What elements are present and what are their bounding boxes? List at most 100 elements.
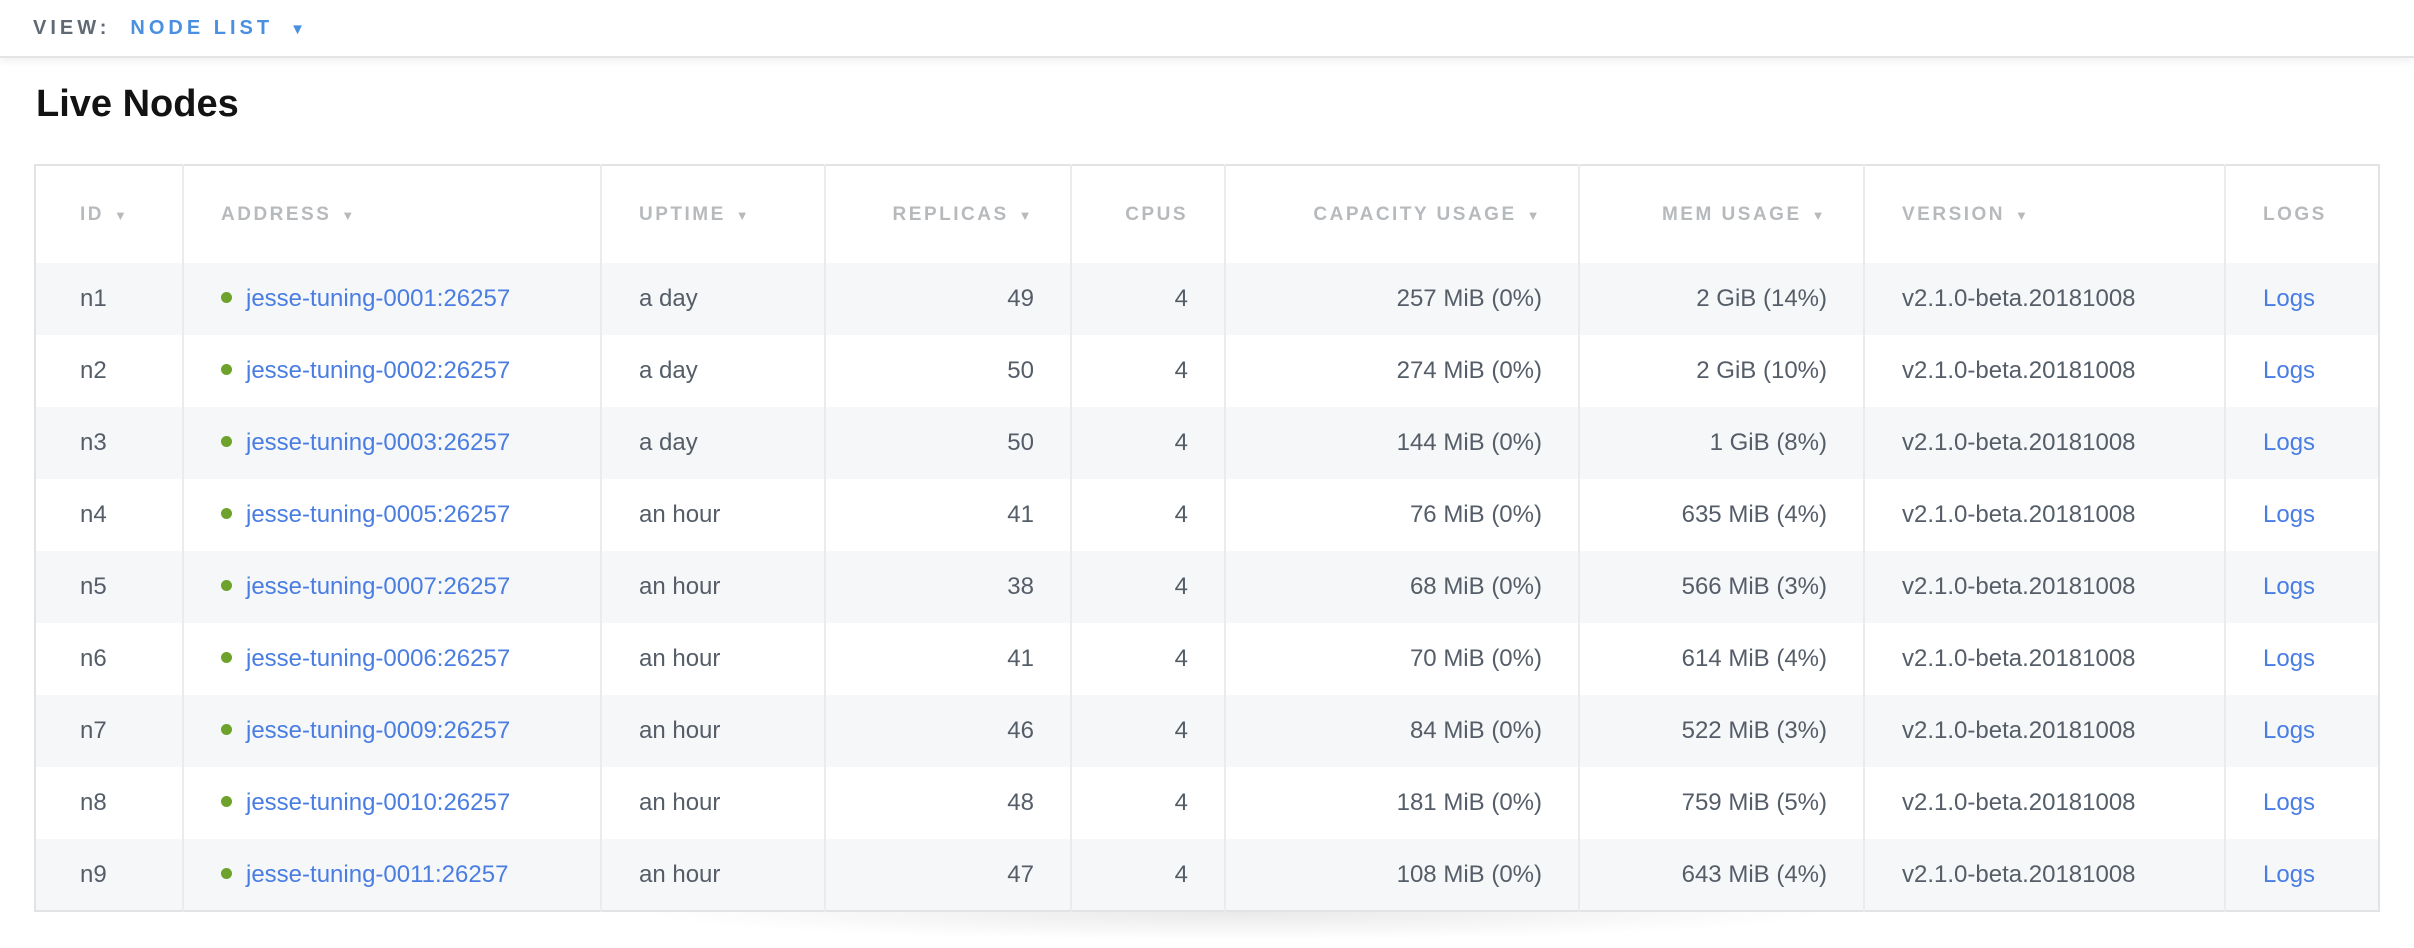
cell-version: v2.1.0-beta.20181008 bbox=[1863, 335, 2225, 407]
cell-logs: Logs bbox=[2224, 839, 2379, 911]
cell-id: n5 bbox=[80, 573, 107, 600]
cell-replicas: 50 bbox=[824, 407, 1071, 479]
column-header-label: ID bbox=[80, 203, 104, 225]
sort-desc-icon: ▼ bbox=[341, 207, 357, 223]
cell-logs: Logs bbox=[2224, 695, 2379, 767]
cell-id: n6 bbox=[80, 645, 107, 672]
cell-id: n2 bbox=[80, 357, 107, 384]
cell-address: jesse-tuning-0010:26257 bbox=[182, 767, 601, 839]
cell-capacity: 144 MiB (0%) bbox=[1224, 407, 1579, 479]
cell-version: v2.1.0-beta.20181008 bbox=[1863, 767, 2225, 839]
cell-mem: 635 MiB (4%) bbox=[1578, 479, 1864, 551]
column-header-label: REPLICAS bbox=[892, 203, 1009, 225]
sort-desc-icon: ▼ bbox=[1526, 207, 1542, 223]
cell-uptime: an hour bbox=[600, 479, 825, 551]
column-header-logs: LOGS bbox=[2224, 165, 2379, 263]
node-logs-link[interactable]: Logs bbox=[2263, 645, 2316, 672]
node-logs-link[interactable]: Logs bbox=[2263, 357, 2316, 384]
cell-mem: 759 MiB (5%) bbox=[1578, 767, 1864, 839]
cell-mem: 522 MiB (3%) bbox=[1578, 695, 1864, 767]
node-address-link[interactable]: jesse-tuning-0003:26257 bbox=[246, 429, 511, 456]
sort-desc-icon: ▼ bbox=[735, 207, 752, 223]
column-header-capacity[interactable]: CAPACITY USAGE ▼ bbox=[1224, 165, 1579, 263]
cell-capacity: 274 MiB (0%) bbox=[1224, 335, 1579, 407]
cell-logs: Logs bbox=[2224, 623, 2379, 695]
live-nodes-table: ID ▼ ADDRESS ▼ UPTIME ▼ REPLICAS ▼ CPUS CAPACITY … bbox=[34, 164, 2380, 912]
column-header-cpus: CPUS bbox=[1070, 165, 1225, 263]
node-live-status-icon bbox=[221, 436, 232, 448]
sort-desc-icon: ▼ bbox=[114, 207, 130, 223]
cell-address: jesse-tuning-0009:26257 bbox=[182, 695, 601, 767]
cell-address: jesse-tuning-0001:26257 bbox=[182, 263, 601, 335]
node-logs-link[interactable]: Logs bbox=[2263, 285, 2316, 312]
cell-uptime: a day bbox=[600, 335, 825, 407]
chevron-down-icon: ▼ bbox=[290, 20, 305, 38]
cell-version: v2.1.0-beta.20181008 bbox=[1863, 479, 2225, 551]
page-title: Live Nodes bbox=[36, 83, 239, 125]
cell-address: jesse-tuning-0002:26257 bbox=[182, 335, 601, 407]
cell-mem: 1 GiB (8%) bbox=[1578, 407, 1864, 479]
cell-version: v2.1.0-beta.20181008 bbox=[1863, 551, 2225, 623]
node-address-link[interactable]: jesse-tuning-0005:26257 bbox=[246, 501, 511, 528]
table-row: n1 jesse-tuning-0001:26257 a day 49 4 257 MiB… bbox=[35, 263, 2379, 335]
cell-capacity: 84 MiB (0%) bbox=[1224, 695, 1579, 767]
view-dropdown[interactable]: NODE LIST ▼ bbox=[130, 17, 305, 40]
cell-logs: Logs bbox=[2224, 335, 2379, 407]
column-header-label: UPTIME bbox=[639, 203, 726, 225]
cell-logs: Logs bbox=[2224, 551, 2379, 623]
sort-desc-icon: ▼ bbox=[1018, 207, 1034, 223]
cell-replicas: 49 bbox=[824, 263, 1071, 335]
cell-id: n1 bbox=[80, 285, 107, 312]
cell-capacity: 257 MiB (0%) bbox=[1224, 263, 1579, 335]
cell-uptime: an hour bbox=[600, 695, 825, 767]
node-address-link[interactable]: jesse-tuning-0007:26257 bbox=[246, 573, 511, 600]
node-live-status-icon bbox=[221, 292, 232, 304]
column-header-label: VERSION bbox=[1902, 203, 2006, 225]
node-live-status-icon bbox=[221, 867, 232, 879]
cell-uptime: a day bbox=[600, 263, 825, 335]
cell-cpus: 4 bbox=[1070, 407, 1225, 479]
node-logs-link[interactable]: Logs bbox=[2263, 789, 2316, 816]
cell-uptime: a day bbox=[600, 407, 825, 479]
table-body: n1 jesse-tuning-0001:26257 a day 49 4 257 MiB… bbox=[35, 263, 2379, 911]
node-logs-link[interactable]: Logs bbox=[2263, 573, 2316, 600]
node-address-link[interactable]: jesse-tuning-0006:26257 bbox=[246, 645, 511, 672]
cell-mem: 2 GiB (10%) bbox=[1578, 335, 1864, 407]
cell-mem: 2 GiB (14%) bbox=[1578, 263, 1864, 335]
cell-uptime: an hour bbox=[600, 623, 825, 695]
node-live-status-icon bbox=[221, 508, 232, 520]
column-header-replicas[interactable]: REPLICAS ▼ bbox=[824, 165, 1071, 263]
view-label: VIEW: bbox=[33, 16, 111, 39]
node-logs-link[interactable]: Logs bbox=[2263, 501, 2316, 528]
cell-cpus: 4 bbox=[1070, 695, 1225, 767]
table-row: n9 jesse-tuning-0011:26257 an hour 47 4 108 M… bbox=[35, 839, 2379, 911]
cell-mem: 566 MiB (3%) bbox=[1578, 551, 1864, 623]
cell-replicas: 48 bbox=[824, 767, 1071, 839]
header-row: ID ▼ ADDRESS ▼ UPTIME ▼ REPLICAS ▼ CPUS CAPACITY … bbox=[35, 165, 2379, 263]
node-address-link[interactable]: jesse-tuning-0011:26257 bbox=[246, 860, 509, 888]
node-address-link[interactable]: jesse-tuning-0001:26257 bbox=[246, 285, 511, 312]
cell-uptime: an hour bbox=[600, 767, 825, 839]
node-address-link[interactable]: jesse-tuning-0009:26257 bbox=[246, 717, 511, 744]
cell-address: jesse-tuning-0006:26257 bbox=[182, 623, 601, 695]
node-address-link[interactable]: jesse-tuning-0010:26257 bbox=[246, 789, 511, 816]
column-header-label: ADDRESS bbox=[221, 203, 332, 225]
cell-id: n9 bbox=[80, 860, 107, 888]
cell-capacity: 68 MiB (0%) bbox=[1224, 551, 1579, 623]
column-header-mem[interactable]: MEM USAGE ▼ bbox=[1578, 165, 1864, 263]
column-header-id[interactable]: ID ▼ bbox=[35, 165, 183, 263]
node-logs-link[interactable]: Logs bbox=[2263, 717, 2316, 744]
cell-cpus: 4 bbox=[1070, 263, 1225, 335]
cell-address: jesse-tuning-0011:26257 bbox=[182, 839, 601, 911]
column-header-address[interactable]: ADDRESS ▼ bbox=[182, 165, 601, 263]
node-address-link[interactable]: jesse-tuning-0002:26257 bbox=[246, 357, 511, 384]
table-row: n7 jesse-tuning-0009:26257 an hour 46 4 84 Mi… bbox=[35, 695, 2379, 767]
node-logs-link[interactable]: Logs bbox=[2263, 860, 2316, 888]
column-header-label: CAPACITY USAGE bbox=[1313, 203, 1517, 225]
column-header-version[interactable]: VERSION ▼ bbox=[1863, 165, 2225, 263]
column-header-uptime[interactable]: UPTIME ▼ bbox=[600, 165, 825, 263]
sort-desc-icon: ▼ bbox=[2015, 207, 2031, 223]
cell-cpus: 4 bbox=[1070, 335, 1225, 407]
cell-version: v2.1.0-beta.20181008 bbox=[1863, 263, 2225, 335]
node-logs-link[interactable]: Logs bbox=[2263, 429, 2316, 456]
